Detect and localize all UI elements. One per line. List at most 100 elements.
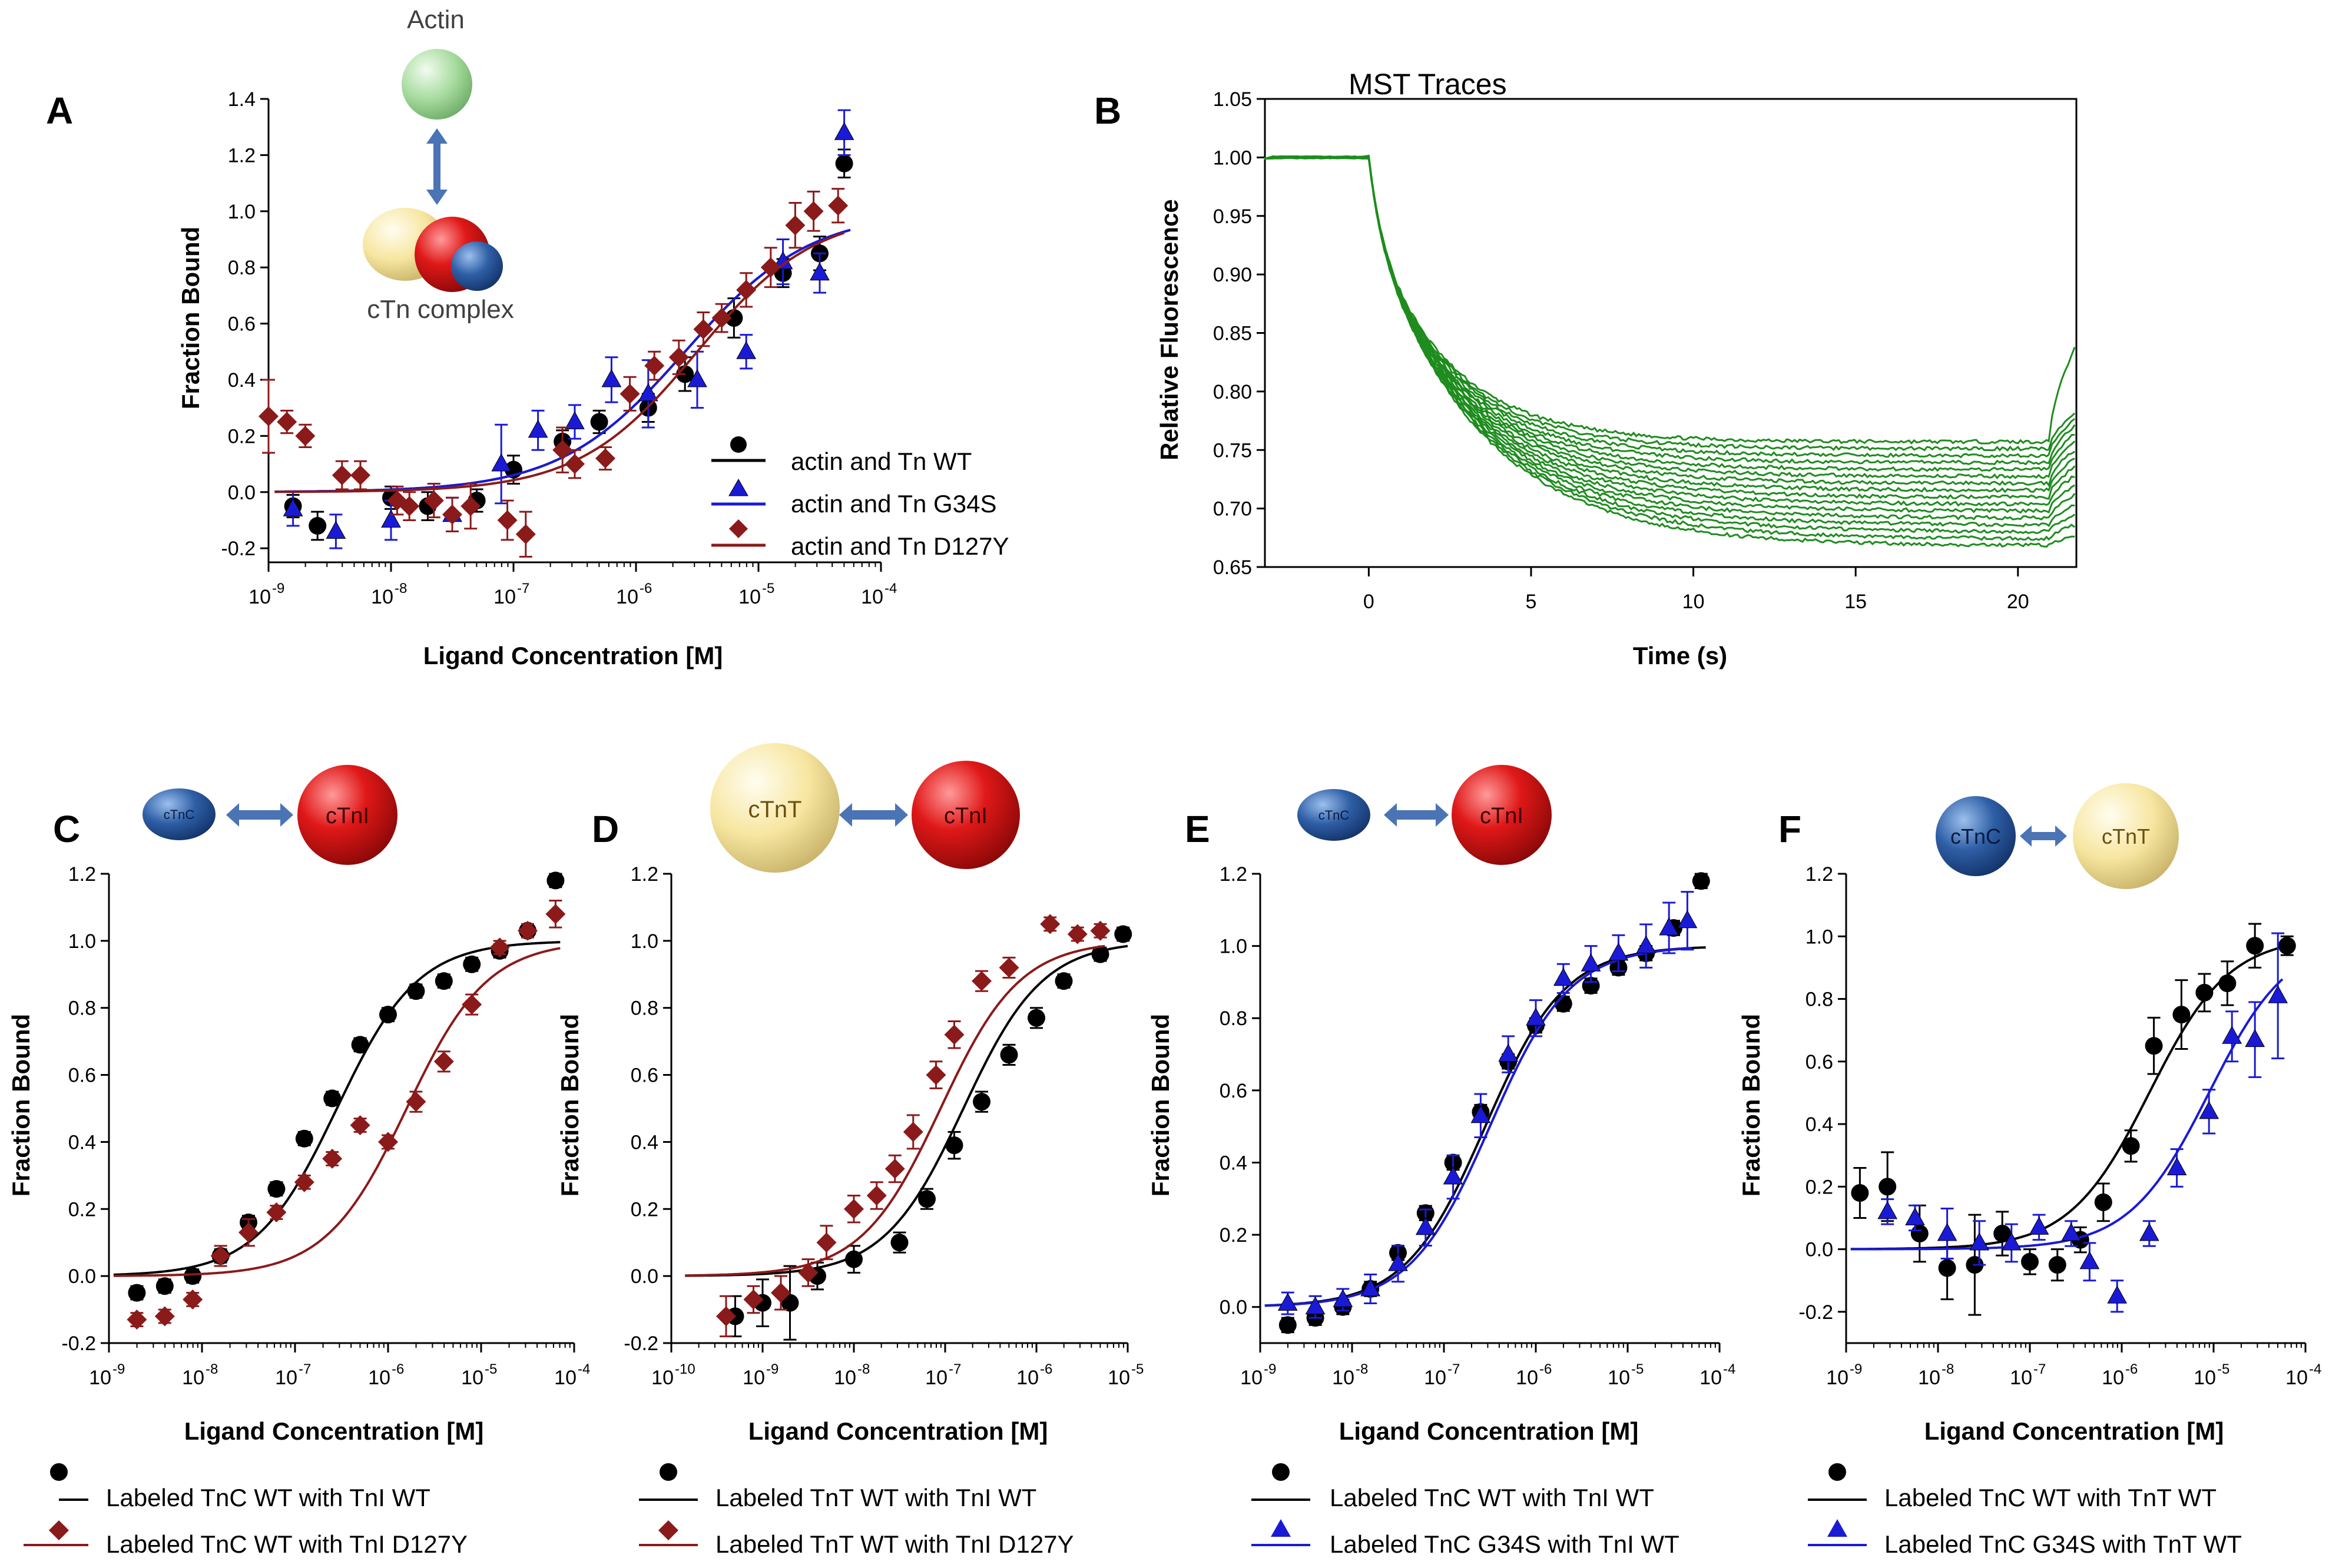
x-tick-label: 10 bbox=[1108, 1367, 1130, 1389]
y-tick-label: 0.65 bbox=[1213, 556, 1252, 579]
data-point-triangle bbox=[1388, 1253, 1408, 1271]
x-tick-exponent: -6 bbox=[1040, 1361, 1052, 1377]
inset-label-actin: Actin bbox=[407, 5, 465, 34]
panel-label-f: F bbox=[1778, 808, 1801, 850]
actin-sphere bbox=[402, 49, 472, 120]
data-point-triangle bbox=[601, 369, 622, 387]
data-point-circle bbox=[1114, 925, 1132, 943]
mst-trace bbox=[1264, 155, 2076, 452]
data-point-diamond bbox=[294, 1172, 314, 1192]
data-point-circle bbox=[184, 1267, 202, 1285]
y-tick-label: 1.2 bbox=[1220, 863, 1247, 886]
inset-e: cTnC cTnI bbox=[1297, 765, 1552, 865]
legend-a-d127y: actin and Tn D127Y bbox=[791, 532, 1009, 560]
x-tick-exponent: -4 bbox=[1723, 1361, 1735, 1377]
x-tick-label: 10 bbox=[2010, 1367, 2032, 1389]
tni-sphere bbox=[1452, 765, 1552, 865]
data-point-circle bbox=[890, 1234, 909, 1252]
x-tick-exponent: -7 bbox=[299, 1361, 311, 1377]
data-point-triangle bbox=[2061, 1222, 2082, 1241]
data-point-circle bbox=[1028, 1009, 1045, 1027]
data-point-triangle bbox=[1608, 942, 1629, 961]
data-point-triangle bbox=[2001, 1232, 2022, 1251]
x-tick-label: 10 bbox=[861, 586, 883, 608]
x-tick-label: 10 bbox=[738, 586, 761, 608]
x-tick-exponent: -4 bbox=[884, 581, 897, 596]
x-tick-exponent: -6 bbox=[2125, 1361, 2138, 1377]
x-tick-label: 10 bbox=[1332, 1367, 1354, 1389]
inset-c: cTnC cTnI bbox=[143, 765, 397, 865]
panel-e: E cTnC cTnI 0.00.20.40.60.81.01.210 -9 10-… bbox=[1147, 765, 1735, 1558]
inset-c-right-label: cTnI bbox=[326, 804, 369, 828]
data-point-triangle bbox=[1581, 953, 1601, 972]
marks-b bbox=[1264, 154, 2076, 548]
panel-label-d: D bbox=[592, 808, 619, 850]
data-point-diamond bbox=[866, 1185, 887, 1206]
data-point-diamond bbox=[1067, 924, 1088, 944]
x-tick-exponent: -5 bbox=[762, 581, 774, 596]
data-point-diamond bbox=[127, 1310, 147, 1330]
tnc-sphere bbox=[451, 241, 503, 291]
x-tick-label: 10 bbox=[1424, 1367, 1446, 1389]
data-point-circle bbox=[155, 1277, 174, 1295]
inset-f: cTnC cTnT bbox=[1936, 783, 2179, 889]
data-point-triangle bbox=[1677, 910, 1698, 929]
x-tick-exponent: -8 bbox=[395, 581, 407, 596]
xlabel-b: Time (s) bbox=[1633, 642, 1727, 669]
y-tick-label: 1.05 bbox=[1213, 88, 1252, 111]
x-tick-label: 10 bbox=[275, 1367, 297, 1389]
legend-d: Labeled TnT WT with TnI WT Labeled TnT W… bbox=[639, 1463, 1074, 1558]
data-point-triangle bbox=[1277, 1292, 1298, 1311]
data-point-diamond bbox=[884, 1158, 905, 1179]
panel-f: F cTnC cTnT -0.20.00.20.40.60.81.01.210-… bbox=[1737, 783, 2321, 1558]
x-tick-label: 10 bbox=[249, 586, 271, 608]
data-point-circle bbox=[2122, 1137, 2140, 1155]
y-tick-label: 1.4 bbox=[228, 88, 256, 111]
data-point-triangle bbox=[687, 369, 707, 387]
title-b: MST Traces bbox=[1349, 68, 1507, 101]
data-point-circle bbox=[1091, 945, 1109, 963]
tni-sphere bbox=[912, 761, 1020, 869]
data-point-circle bbox=[351, 1036, 369, 1054]
y-tick-label: 0.80 bbox=[1213, 381, 1252, 403]
legend-e-2: Labeled TnC G34S with TnI WT bbox=[1330, 1530, 1679, 1558]
y-tick-label: 0.8 bbox=[631, 997, 658, 1020]
data-point-diamond bbox=[378, 1132, 398, 1152]
y-tick-label: 0.0 bbox=[68, 1265, 96, 1288]
x-tick-exponent: -8 bbox=[206, 1361, 218, 1377]
data-point-diamond bbox=[668, 347, 689, 367]
y-tick-label: 0.2 bbox=[68, 1198, 96, 1221]
x-tick-label: 10 bbox=[1240, 1367, 1263, 1389]
marks-f bbox=[1850, 923, 2296, 1316]
y-tick-label: 0.70 bbox=[1213, 498, 1252, 521]
ylabel-d: Fraction Bound bbox=[556, 1014, 584, 1196]
x-tick-exponent: -5 bbox=[1631, 1361, 1644, 1377]
panel-label-c: C bbox=[53, 808, 80, 850]
xlabel-a: Ligand Concentration [M] bbox=[423, 642, 723, 669]
data-point-diamond bbox=[1090, 920, 1111, 941]
x-tick-label: 10 bbox=[1516, 1367, 1538, 1389]
data-point-triangle bbox=[1526, 1007, 1546, 1026]
data-point-circle bbox=[2246, 937, 2264, 955]
data-point-diamond bbox=[644, 356, 665, 376]
data-point-triangle bbox=[2166, 1157, 2187, 1175]
legend-f-2: Labeled TnC G34S with TnT WT bbox=[1884, 1530, 2242, 1558]
y-tick-label: 0.0 bbox=[631, 1265, 658, 1288]
data-point-diamond bbox=[183, 1289, 203, 1310]
data-point-circle bbox=[1278, 1316, 1297, 1334]
axes-b: 0.65 0.70 0.75 0.80 0.85 0.90 0.95 1.00 1.05 0 5 10… bbox=[1213, 88, 2078, 613]
data-point-diamond bbox=[903, 1122, 923, 1142]
x-tick-exponent: -7 bbox=[1447, 1361, 1460, 1377]
fit-curve-circle bbox=[685, 944, 1128, 1277]
data-point-diamond bbox=[803, 201, 824, 221]
x-tick-exponent: -7 bbox=[2033, 1361, 2046, 1377]
legend-f-1: Labeled TnC WT with TnT WT bbox=[1884, 1484, 2217, 1511]
x-tick-label: 10 bbox=[1016, 1367, 1039, 1389]
ylabel-c: Fraction Bound bbox=[7, 1014, 35, 1196]
data-point-circle bbox=[1851, 1184, 1869, 1202]
x-tick-exponent: -6 bbox=[640, 581, 652, 596]
data-point-circle bbox=[1692, 872, 1710, 890]
legend-marker-g34s bbox=[728, 478, 748, 496]
data-point-diamond bbox=[154, 1306, 175, 1327]
